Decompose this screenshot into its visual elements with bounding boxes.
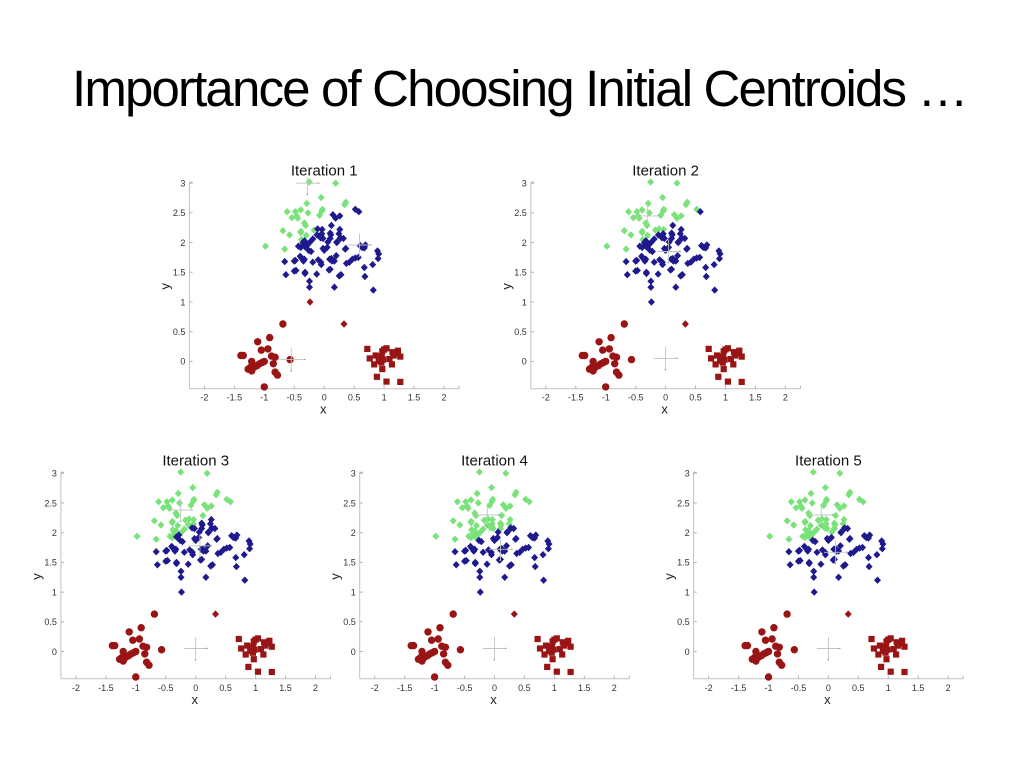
svg-text:2.5: 2.5 bbox=[514, 208, 527, 218]
svg-text:3: 3 bbox=[522, 179, 527, 189]
svg-text:1: 1 bbox=[522, 297, 527, 307]
svg-text:2: 2 bbox=[783, 393, 788, 403]
svg-text:1.5: 1.5 bbox=[44, 558, 57, 568]
svg-text:Iteration 2: Iteration 2 bbox=[632, 162, 699, 179]
svg-text:-1.5: -1.5 bbox=[98, 683, 114, 693]
svg-text:2: 2 bbox=[685, 528, 690, 538]
svg-text:0.5: 0.5 bbox=[343, 617, 356, 627]
svg-text:-1.5: -1.5 bbox=[731, 683, 747, 693]
svg-text:2.5: 2.5 bbox=[343, 498, 356, 508]
svg-text:1.5: 1.5 bbox=[677, 558, 690, 568]
svg-text:Iteration 3: Iteration 3 bbox=[162, 453, 229, 470]
svg-text:1: 1 bbox=[685, 587, 690, 597]
svg-text:x: x bbox=[661, 402, 668, 417]
svg-text:y: y bbox=[499, 283, 514, 290]
svg-text:x: x bbox=[191, 692, 198, 707]
svg-text:-2: -2 bbox=[72, 683, 80, 693]
svg-text:-1: -1 bbox=[602, 393, 610, 403]
svg-text:-1: -1 bbox=[431, 683, 439, 693]
svg-text:-0.5: -0.5 bbox=[457, 683, 473, 693]
svg-text:2: 2 bbox=[351, 528, 356, 538]
svg-text:3: 3 bbox=[685, 469, 690, 479]
svg-text:0: 0 bbox=[180, 357, 185, 367]
svg-text:1.5: 1.5 bbox=[343, 558, 356, 568]
svg-text:0.5: 0.5 bbox=[852, 683, 865, 693]
svg-text:0: 0 bbox=[351, 647, 356, 657]
svg-text:0: 0 bbox=[663, 393, 668, 403]
svg-text:3: 3 bbox=[52, 469, 57, 479]
svg-text:y: y bbox=[328, 573, 343, 580]
svg-text:3: 3 bbox=[180, 179, 185, 189]
svg-text:-0.5: -0.5 bbox=[628, 393, 644, 403]
svg-text:1.5: 1.5 bbox=[279, 683, 292, 693]
svg-text:x: x bbox=[320, 402, 327, 417]
svg-text:-2: -2 bbox=[705, 683, 713, 693]
svg-text:Iteration 1: Iteration 1 bbox=[291, 162, 358, 179]
svg-text:1: 1 bbox=[52, 587, 57, 597]
svg-text:-0.5: -0.5 bbox=[287, 393, 303, 403]
svg-text:0: 0 bbox=[193, 683, 198, 693]
svg-text:0.5: 0.5 bbox=[514, 327, 527, 337]
svg-text:1.5: 1.5 bbox=[912, 683, 925, 693]
svg-text:x: x bbox=[490, 692, 497, 707]
svg-text:2: 2 bbox=[180, 238, 185, 248]
svg-text:-2: -2 bbox=[542, 393, 550, 403]
svg-text:-2: -2 bbox=[200, 393, 208, 403]
svg-text:0.5: 0.5 bbox=[173, 327, 186, 337]
svg-text:0: 0 bbox=[522, 357, 527, 367]
svg-text:1: 1 bbox=[351, 587, 356, 597]
svg-text:1.5: 1.5 bbox=[173, 268, 186, 278]
svg-text:0: 0 bbox=[492, 683, 497, 693]
svg-text:0.5: 0.5 bbox=[348, 393, 361, 403]
svg-text:1: 1 bbox=[552, 683, 557, 693]
svg-text:0.5: 0.5 bbox=[677, 617, 690, 627]
svg-text:-1.5: -1.5 bbox=[397, 683, 413, 693]
svg-text:0: 0 bbox=[685, 647, 690, 657]
svg-text:-1.5: -1.5 bbox=[568, 393, 584, 403]
svg-text:-1.5: -1.5 bbox=[227, 393, 243, 403]
svg-text:2.5: 2.5 bbox=[44, 498, 57, 508]
svg-text:1.5: 1.5 bbox=[514, 268, 527, 278]
svg-text:-1: -1 bbox=[764, 683, 772, 693]
svg-text:2.5: 2.5 bbox=[173, 208, 186, 218]
svg-text:2: 2 bbox=[946, 683, 951, 693]
svg-text:y: y bbox=[29, 573, 44, 580]
svg-text:y: y bbox=[157, 283, 172, 290]
svg-text:-1: -1 bbox=[132, 683, 140, 693]
svg-text:2: 2 bbox=[52, 528, 57, 538]
svg-text:-1: -1 bbox=[260, 393, 268, 403]
svg-text:1: 1 bbox=[382, 393, 387, 403]
svg-text:0: 0 bbox=[52, 647, 57, 657]
svg-text:2: 2 bbox=[612, 683, 617, 693]
svg-text:0.5: 0.5 bbox=[44, 617, 57, 627]
svg-text:y: y bbox=[662, 573, 677, 580]
svg-text:Iteration 5: Iteration 5 bbox=[795, 453, 862, 470]
svg-text:3: 3 bbox=[351, 469, 356, 479]
svg-text:0.5: 0.5 bbox=[219, 683, 232, 693]
svg-text:2.5: 2.5 bbox=[677, 498, 690, 508]
svg-text:-0.5: -0.5 bbox=[791, 683, 807, 693]
svg-text:2: 2 bbox=[522, 238, 527, 248]
svg-text:0: 0 bbox=[322, 393, 327, 403]
svg-text:0.5: 0.5 bbox=[689, 393, 702, 403]
svg-text:1: 1 bbox=[180, 297, 185, 307]
svg-text:2: 2 bbox=[441, 393, 446, 403]
svg-text:1: 1 bbox=[886, 683, 891, 693]
svg-text:1: 1 bbox=[723, 393, 728, 403]
svg-text:0.5: 0.5 bbox=[518, 683, 531, 693]
svg-text:x: x bbox=[824, 692, 831, 707]
svg-text:-0.5: -0.5 bbox=[158, 683, 174, 693]
svg-text:0: 0 bbox=[826, 683, 831, 693]
svg-text:2: 2 bbox=[313, 683, 318, 693]
svg-text:1.5: 1.5 bbox=[578, 683, 591, 693]
svg-text:Iteration 4: Iteration 4 bbox=[461, 453, 528, 470]
svg-text:1: 1 bbox=[253, 683, 258, 693]
svg-text:-2: -2 bbox=[371, 683, 379, 693]
svg-text:1.5: 1.5 bbox=[408, 393, 421, 403]
svg-text:1.5: 1.5 bbox=[749, 393, 762, 403]
